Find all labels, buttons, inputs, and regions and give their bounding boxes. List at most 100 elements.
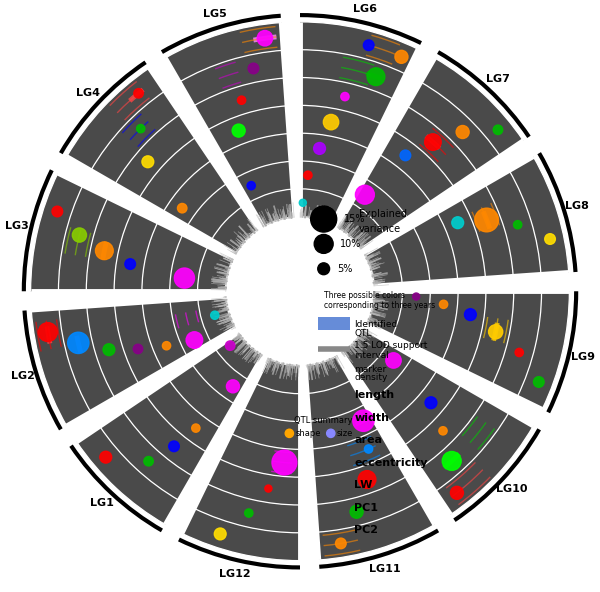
Wedge shape — [373, 356, 437, 422]
Wedge shape — [413, 213, 458, 282]
Circle shape — [245, 509, 253, 517]
Wedge shape — [379, 130, 454, 203]
Wedge shape — [467, 291, 514, 385]
Circle shape — [514, 221, 522, 229]
Text: LG2: LG2 — [11, 371, 35, 381]
Circle shape — [314, 143, 325, 155]
Circle shape — [545, 234, 556, 244]
Text: marker: marker — [355, 365, 387, 374]
Wedge shape — [509, 156, 569, 275]
Circle shape — [248, 63, 259, 74]
Circle shape — [413, 293, 420, 300]
Wedge shape — [166, 22, 283, 82]
Circle shape — [265, 485, 272, 492]
Circle shape — [299, 200, 307, 207]
Circle shape — [95, 242, 113, 260]
Circle shape — [311, 206, 337, 232]
Wedge shape — [22, 169, 53, 291]
Wedge shape — [417, 291, 458, 361]
Wedge shape — [235, 162, 293, 202]
Circle shape — [142, 156, 154, 168]
Text: LG1: LG1 — [90, 498, 114, 509]
Circle shape — [367, 68, 385, 86]
Wedge shape — [309, 404, 379, 449]
Circle shape — [304, 171, 312, 179]
Text: LG4: LG4 — [76, 88, 100, 98]
Wedge shape — [197, 246, 233, 291]
Circle shape — [238, 96, 246, 104]
Wedge shape — [91, 91, 181, 185]
Text: Three possible colors: Three possible colors — [323, 291, 404, 301]
Wedge shape — [67, 68, 165, 170]
Wedge shape — [139, 137, 212, 212]
Wedge shape — [485, 170, 541, 276]
Wedge shape — [142, 222, 183, 291]
Text: LG3: LG3 — [5, 221, 29, 231]
Wedge shape — [86, 198, 133, 291]
Circle shape — [103, 344, 115, 356]
Circle shape — [439, 300, 448, 308]
Text: shape: shape — [295, 429, 321, 438]
Text: interval: interval — [355, 350, 389, 360]
Circle shape — [52, 206, 62, 217]
Circle shape — [175, 268, 194, 288]
Wedge shape — [317, 500, 434, 560]
Circle shape — [38, 323, 58, 342]
Circle shape — [335, 538, 346, 549]
Wedge shape — [337, 202, 385, 250]
Text: density: density — [355, 373, 388, 382]
Wedge shape — [389, 226, 430, 284]
Circle shape — [456, 126, 469, 139]
Text: LG9: LG9 — [571, 352, 595, 362]
Text: 10%: 10% — [340, 239, 362, 249]
Wedge shape — [547, 291, 578, 413]
Wedge shape — [421, 58, 523, 156]
Wedge shape — [194, 483, 300, 533]
Wedge shape — [115, 303, 163, 384]
Text: LG5: LG5 — [203, 9, 227, 19]
Text: PC2: PC2 — [355, 526, 379, 535]
Circle shape — [326, 429, 335, 437]
Wedge shape — [404, 384, 485, 468]
Wedge shape — [193, 78, 287, 130]
Wedge shape — [22, 310, 62, 430]
Circle shape — [318, 263, 329, 275]
Circle shape — [285, 429, 293, 437]
Wedge shape — [419, 398, 509, 491]
Text: LG11: LG11 — [369, 564, 401, 574]
Text: area: area — [355, 436, 382, 445]
Circle shape — [272, 450, 297, 475]
Wedge shape — [319, 529, 439, 569]
Wedge shape — [243, 383, 300, 422]
Circle shape — [515, 348, 523, 356]
Wedge shape — [146, 379, 221, 452]
Wedge shape — [70, 445, 163, 532]
Wedge shape — [206, 458, 300, 505]
Circle shape — [169, 441, 179, 452]
Wedge shape — [123, 395, 207, 477]
Text: LG10: LG10 — [496, 484, 528, 494]
Circle shape — [178, 204, 187, 213]
Wedge shape — [31, 173, 83, 291]
Wedge shape — [87, 304, 139, 398]
Circle shape — [73, 228, 86, 242]
Circle shape — [452, 217, 464, 229]
Circle shape — [226, 341, 235, 350]
Wedge shape — [31, 308, 91, 426]
Circle shape — [350, 505, 363, 518]
Wedge shape — [461, 185, 513, 278]
Wedge shape — [114, 210, 158, 291]
Circle shape — [323, 114, 339, 130]
Wedge shape — [211, 207, 258, 254]
Circle shape — [133, 344, 143, 353]
Wedge shape — [342, 329, 389, 376]
Wedge shape — [187, 184, 243, 240]
Text: QTL: QTL — [355, 329, 372, 338]
Circle shape — [211, 311, 219, 319]
Text: LG7: LG7 — [486, 74, 510, 84]
Wedge shape — [207, 106, 289, 155]
Wedge shape — [300, 22, 418, 74]
Circle shape — [191, 424, 200, 432]
Wedge shape — [300, 105, 382, 149]
Wedge shape — [365, 240, 402, 286]
